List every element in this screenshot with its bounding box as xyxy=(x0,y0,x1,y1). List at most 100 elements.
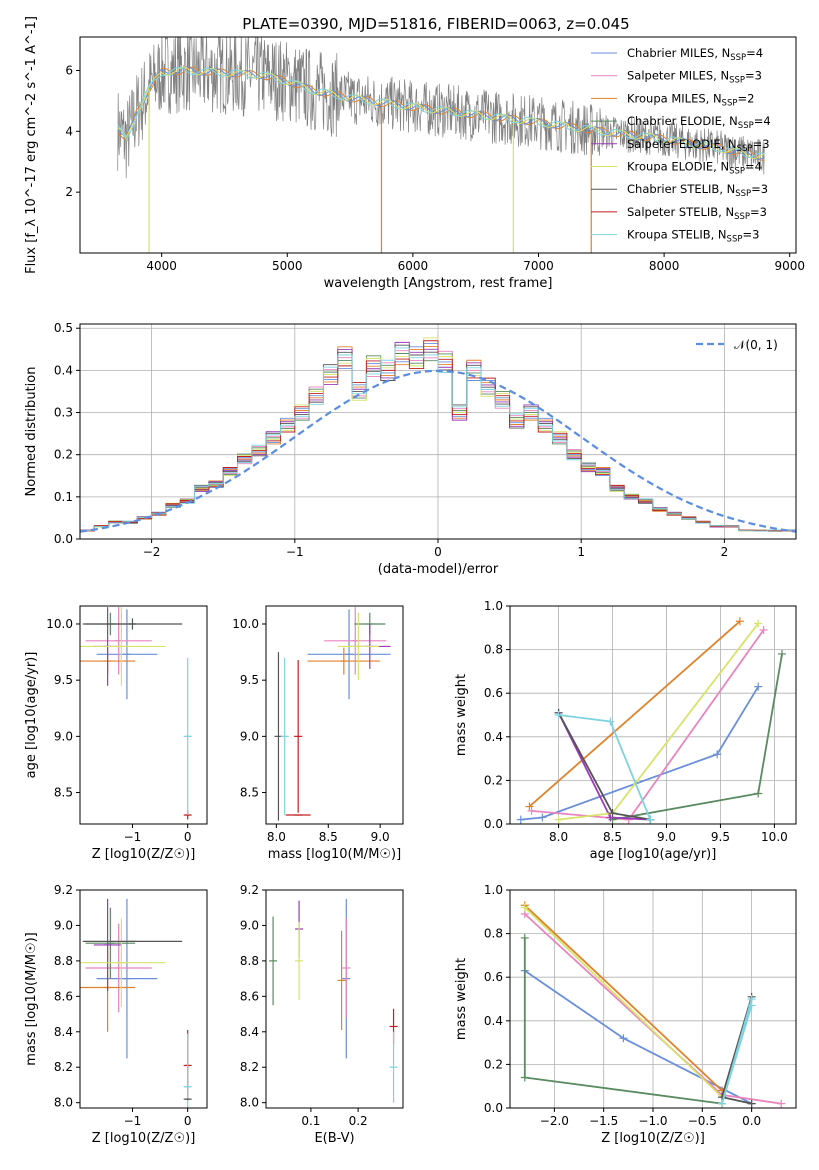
y-tick-label: 8.6 xyxy=(240,989,259,1003)
observed-spectrum xyxy=(117,37,765,179)
x-tick-label: 0 xyxy=(434,545,442,559)
weight-series-line xyxy=(721,998,753,1104)
axes-frame xyxy=(79,605,208,825)
y-tick-label: 6 xyxy=(65,63,73,77)
y-axis-label: Flux [f_λ 10^-17 erg cm^-2 s^-1 A^-1] xyxy=(24,16,39,274)
weight-series-line xyxy=(524,904,723,1092)
plot-area xyxy=(117,37,765,253)
legend-label: Salpeter STELIB, NSSP=3 xyxy=(627,205,767,222)
weight-marker xyxy=(525,802,534,811)
plot-area xyxy=(80,607,192,820)
weight-marker xyxy=(777,649,786,658)
weight-series-line xyxy=(524,969,753,1105)
weight-series-line xyxy=(557,712,651,821)
x-tick-label: −1 xyxy=(124,1114,142,1128)
weight-marker xyxy=(777,1099,786,1108)
y-tick-label: 9.2 xyxy=(240,883,259,897)
x-tick-label: 7000 xyxy=(523,259,554,273)
y-tick-label: 0.4 xyxy=(484,1014,503,1028)
weight-marker xyxy=(754,619,763,628)
x-tick-label: 0 xyxy=(184,830,192,844)
weight-marker xyxy=(759,625,768,634)
figure-title: PLATE=0390, MJD=51816, FIBERID=0063, z=0… xyxy=(242,15,629,33)
model-spectrum-line xyxy=(117,66,765,158)
weight-marker xyxy=(608,809,617,818)
legend-label: Kroupa ELODIE, NSSP=4 xyxy=(627,160,762,177)
weight-marker xyxy=(747,1001,756,1010)
panel-mass_vs_z: −1 0 8.0 8.2 8.4 8.6 8.8 9.0 9.2 Z [log10(Z/Z☉)] m… xyxy=(24,883,208,1146)
legend-label: Kroupa MILES, NSSP=2 xyxy=(627,91,754,108)
y-tick-label: 0.4 xyxy=(484,730,503,744)
plot-area xyxy=(80,337,796,533)
x-tick-label: −0.5 xyxy=(688,1114,717,1128)
weight-marker xyxy=(554,711,563,719)
normal-curve xyxy=(80,369,796,533)
y-tick-label: 0.0 xyxy=(484,1101,503,1115)
y-tick-label: 0.2 xyxy=(54,448,73,462)
weight-marker xyxy=(747,1099,756,1108)
plot-area xyxy=(516,617,786,824)
panel-mass_vs_ebv: 0.1 0.2 8.0 8.2 8.4 8.6 8.8 9.0 9.2 E(B-V) xyxy=(240,883,404,1146)
x-tick-label: −1 xyxy=(286,545,304,559)
y-tick-label: 0.0 xyxy=(484,817,503,831)
weight-marker xyxy=(754,682,763,691)
weight-marker xyxy=(619,1034,628,1043)
x-tick-label: −1.0 xyxy=(638,1114,667,1128)
weight-marker xyxy=(754,789,763,798)
y-axis-label: Normed distribution xyxy=(24,367,39,497)
y-tick-label: 9.0 xyxy=(54,918,73,932)
plot-area xyxy=(269,898,398,1103)
x-tick-label: −1 xyxy=(124,830,142,844)
y-tick-label: 0.1 xyxy=(54,490,73,504)
y-tick-label: 8.4 xyxy=(240,1025,259,1039)
legend-label: Salpeter MILES, NSSP=3 xyxy=(627,69,762,86)
y-axis-label: age [log10(age/yr)] xyxy=(24,652,39,779)
weight-series-line xyxy=(558,622,759,821)
axes-frame xyxy=(265,889,404,1109)
weight-series-line xyxy=(528,620,741,808)
x-tick-label: 5000 xyxy=(272,259,303,273)
weight-marker xyxy=(538,813,547,822)
y-tick-label: 9.5 xyxy=(54,673,73,687)
y-tick-label: 9.0 xyxy=(240,918,259,932)
weight-marker xyxy=(713,750,722,759)
y-tick-label: 8.4 xyxy=(54,1025,73,1039)
weight-marker xyxy=(718,1099,727,1108)
y-tick-label: 0.6 xyxy=(484,686,503,700)
x-tick-label: 9000 xyxy=(774,259,805,273)
panel-spectrum: Chabrier MILES, NSSP=4 Salpeter MILES, NS… xyxy=(24,16,805,291)
axes-frame xyxy=(79,889,208,1109)
panel-weight_vs_age: 8.0 8.5 9.0 9.5 10.0 0.0 0.2 0.4 0.6 0.8 1.0 age [l… xyxy=(454,599,797,862)
y-tick-label: 0.6 xyxy=(484,970,503,984)
x-tick-label: 9.0 xyxy=(657,830,676,844)
x-tick-label: 0.1 xyxy=(301,1114,320,1128)
y-tick-label: 8.8 xyxy=(54,954,73,968)
x-axis-label: Z [log10(Z/Z☉)] xyxy=(92,847,196,862)
panel-age_vs_mass: 8.0 8.5 9.0 8.5 9.0 9.5 10.0 mass [log10(M/M☉)] xyxy=(232,605,404,862)
x-axis-label: Z [log10(Z/Z☉)] xyxy=(601,1131,705,1146)
weight-marker xyxy=(735,617,744,626)
histogram-step xyxy=(80,340,796,532)
y-tick-label: 9.2 xyxy=(54,883,73,897)
weight-marker xyxy=(646,815,655,824)
x-tick-label: 2 xyxy=(721,545,729,559)
x-tick-label: −2.0 xyxy=(540,1114,569,1128)
weight-marker xyxy=(606,813,615,822)
x-axis-label: Z [log10(Z/Z☉)] xyxy=(92,1131,196,1146)
x-tick-label: 9.5 xyxy=(711,830,730,844)
y-tick-label: 8.5 xyxy=(54,786,73,800)
x-tick-label: 1 xyxy=(577,545,585,559)
y-tick-label: 1.0 xyxy=(484,599,503,613)
x-tick-label: 8.5 xyxy=(603,830,622,844)
x-axis-label: age [log10(age/yr)] xyxy=(590,847,717,862)
legend-label: 𝒩(0, 1) xyxy=(734,338,778,352)
x-axis-label: mass [log10(M/M☉)] xyxy=(268,847,401,862)
weight-marker xyxy=(520,933,529,942)
model-spectrum-line xyxy=(117,66,765,160)
weight-series-line xyxy=(520,686,759,821)
y-axis-label: mass [log10(M/M☉)] xyxy=(24,932,39,1065)
y-tick-label: 0.4 xyxy=(54,363,73,377)
y-tick-label: 4 xyxy=(65,124,73,138)
y-tick-label: 8.2 xyxy=(240,1060,259,1074)
x-tick-label: 8000 xyxy=(649,259,680,273)
